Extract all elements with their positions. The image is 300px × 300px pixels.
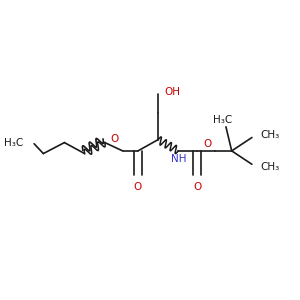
Text: O: O [193,182,201,192]
Text: NH: NH [171,154,187,164]
Text: H₃C: H₃C [213,115,232,125]
Text: CH₃: CH₃ [260,162,280,172]
Text: OH: OH [164,87,181,97]
Text: O: O [134,182,142,192]
Text: O: O [203,139,211,149]
Text: CH₃: CH₃ [260,130,280,140]
Text: H₃C: H₃C [4,138,23,148]
Text: O: O [110,134,119,144]
